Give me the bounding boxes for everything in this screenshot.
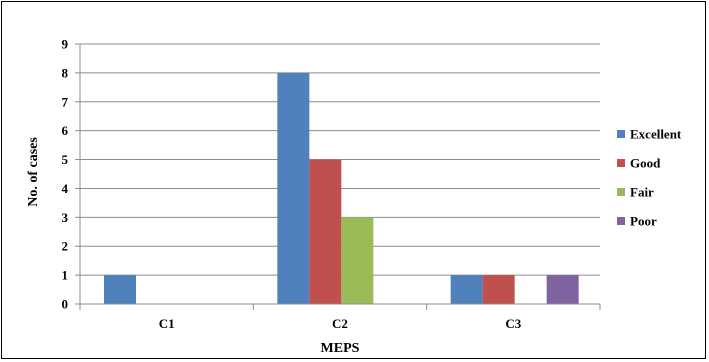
- y-tick-label: 7: [62, 94, 69, 109]
- x-tick-label: C2: [332, 316, 348, 331]
- axes: [79, 44, 600, 305]
- legend-swatch-excellent: [617, 130, 625, 138]
- bar-good-c2: [309, 159, 342, 304]
- bar-excellent-c3: [450, 275, 483, 304]
- y-tick-label: 4: [62, 181, 69, 196]
- bar-good-c3: [482, 275, 515, 304]
- bar-poor-c3: [546, 275, 579, 304]
- bar-excellent-c1: [104, 275, 136, 304]
- legend: Excellent Good Fair Poor: [617, 127, 682, 229]
- bar-excellent-c2: [277, 72, 310, 304]
- y-axis-title: No. of cases: [26, 137, 41, 207]
- legend-swatch-fair: [617, 188, 625, 196]
- y-tick-label: 8: [62, 65, 69, 80]
- y-tick-labels: 0 1 2 3 4 5 6 7 8 9: [62, 37, 80, 312]
- y-tick-label: 6: [62, 123, 69, 138]
- bar-fair-c2: [341, 217, 374, 304]
- y-tick-label: 5: [62, 152, 69, 167]
- bars: [104, 72, 579, 304]
- y-tick-label: 1: [62, 268, 69, 283]
- legend-swatch-good: [617, 159, 625, 167]
- x-axis-title: MEPS: [321, 341, 360, 356]
- legend-label-good: Good: [630, 156, 661, 171]
- legend-swatch-poor: [617, 217, 625, 225]
- y-tick-label: 0: [62, 297, 69, 312]
- y-tick-label: 3: [62, 210, 69, 225]
- legend-label-poor: Poor: [630, 214, 657, 229]
- y-tick-label: 9: [62, 37, 69, 52]
- legend-label-fair: Fair: [630, 185, 654, 200]
- x-tick-labels: C1 C2 C3: [79, 304, 601, 331]
- x-tick-label: C1: [159, 316, 175, 331]
- y-tick-label: 2: [62, 239, 69, 254]
- x-tick-label: C3: [505, 316, 521, 331]
- legend-label-excellent: Excellent: [630, 127, 682, 142]
